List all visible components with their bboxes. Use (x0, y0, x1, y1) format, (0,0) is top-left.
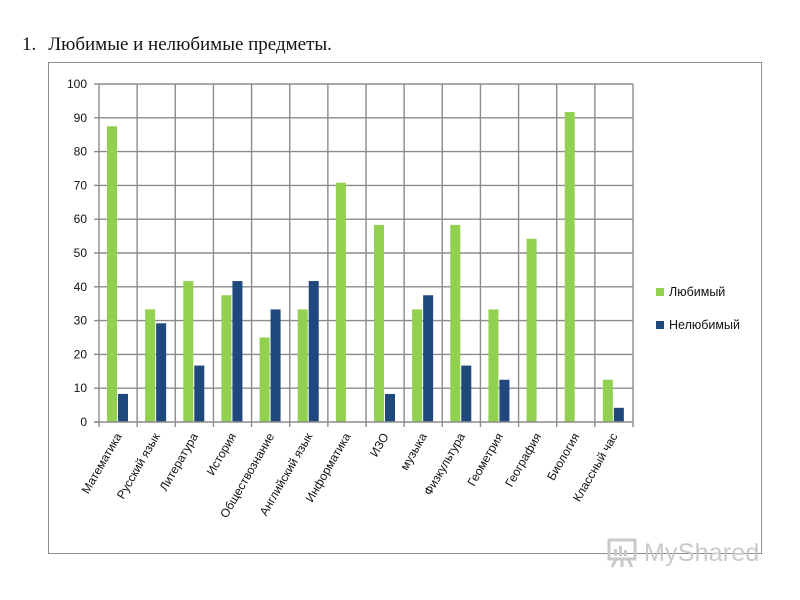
bar-disliked (194, 365, 205, 422)
y-tick-label: 10 (74, 381, 88, 395)
bar-disliked (308, 281, 319, 422)
legend-swatch (656, 321, 664, 329)
y-tick-label: 0 (80, 415, 87, 429)
chart-legend: Любимый Нелюбимый (656, 285, 740, 332)
watermark-brand: MyShared (644, 538, 760, 567)
bar-liked (374, 224, 384, 422)
bar-disliked (499, 379, 510, 422)
bar-liked (412, 309, 423, 422)
bar-liked (488, 309, 499, 422)
chart-frame: 0 10 20 30 40 50 60 70 80 90 100 Математика Русский… (48, 62, 762, 554)
legend-swatch (656, 288, 664, 296)
bar-liked (526, 238, 537, 422)
x-tick-label: Биология (544, 431, 582, 483)
y-tick-label: 80 (74, 145, 88, 159)
bar-liked (297, 309, 308, 422)
y-tick-label: 70 (74, 178, 88, 192)
bar-disliked (270, 309, 281, 422)
gridlines (99, 83, 634, 422)
bar-chart: 0 10 20 30 40 50 60 70 80 90 100 МатематикаРусский… (67, 77, 740, 521)
bar-liked (450, 224, 461, 422)
y-tick-label: 20 (74, 347, 88, 361)
bar-liked (602, 379, 613, 422)
legend-label: Нелюбимый (669, 318, 740, 332)
bar-disliked (385, 393, 395, 422)
x-tick-label: музыка (397, 430, 430, 473)
bar-disliked (232, 281, 243, 422)
watermark: MyShared (606, 536, 760, 570)
y-tick-label: 90 (74, 111, 88, 125)
bar-liked (221, 295, 232, 422)
y-axis-tick-labels: 0 10 20 30 40 50 60 70 80 90 100 (67, 77, 87, 429)
bar-disliked (613, 407, 624, 422)
bar-disliked (461, 365, 472, 422)
slide-title: 1. Любимые и нелюбимые предметы. (22, 34, 332, 56)
bar-liked (259, 337, 270, 422)
presentation-board-icon (607, 538, 637, 568)
y-tick-label: 40 (74, 280, 88, 294)
slide-title-number: 1. (22, 34, 37, 55)
bar-liked (335, 182, 346, 422)
bar-liked (107, 126, 117, 422)
slide-title-text: Любимые и нелюбимые предметы. (48, 34, 332, 55)
bars (107, 112, 624, 422)
x-tick-label: ИЗО (367, 431, 392, 460)
x-tick-label: История (204, 431, 239, 478)
bar-disliked (423, 295, 434, 422)
y-tick-label: 100 (67, 77, 87, 91)
y-tick-label: 30 (74, 314, 88, 328)
x-tick-label: Геометрия (464, 431, 506, 489)
bar-liked (183, 281, 194, 422)
bar-disliked (118, 393, 128, 422)
y-tick-label: 60 (74, 212, 88, 226)
bar-disliked (156, 323, 167, 422)
axes (94, 83, 634, 427)
bar-liked (145, 309, 156, 422)
legend-label: Любимый (669, 285, 725, 299)
bar-liked (564, 112, 575, 422)
x-tick-label: География (502, 430, 544, 489)
y-tick-label: 50 (74, 246, 88, 260)
x-tick-label: Литература (157, 430, 202, 493)
